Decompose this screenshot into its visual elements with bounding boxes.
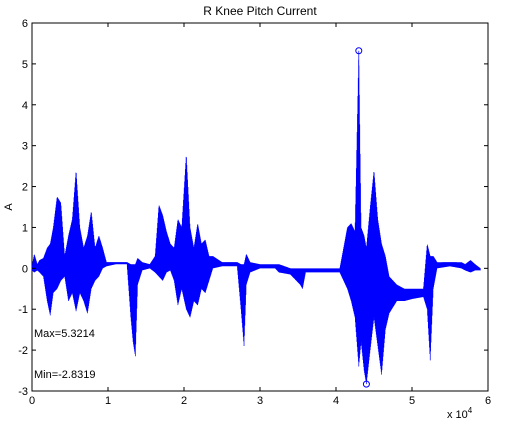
x-axis-ticks: 0 1 2 3 4 5 6	[29, 23, 491, 407]
y-tick-label: -1	[18, 304, 28, 316]
x-tick-label: 0	[29, 395, 35, 407]
y-tick-label: 0	[22, 263, 28, 275]
y-tick-label: 1	[22, 222, 28, 234]
chart-title: R Knee Pitch Current	[203, 4, 317, 18]
y-tick-label: 4	[22, 100, 28, 112]
x-tick-label: 4	[333, 395, 339, 407]
min-marker	[362, 380, 370, 388]
marker-layer	[355, 47, 370, 388]
max-annotation: Max=5.3214	[34, 328, 95, 340]
y-tick-label: -2	[18, 345, 28, 357]
y-tick-label: -3	[18, 386, 28, 398]
series-layer	[31, 50, 481, 385]
y-tick-label: 6	[22, 18, 28, 30]
series-line	[31, 50, 481, 385]
x-tick-label: 1	[105, 395, 111, 407]
x-tick-label: 2	[181, 395, 187, 407]
y-axis-label: A	[3, 203, 15, 211]
min-annotation: Min=-2.8319	[34, 369, 95, 381]
y-tick-label: 5	[22, 59, 28, 71]
y-tick-label: 3	[22, 141, 28, 153]
x-tick-label: 3	[257, 395, 263, 407]
x-axis-exponent: x 104	[447, 406, 473, 421]
x-tick-label: 5	[409, 395, 415, 407]
y-tick-label: 2	[22, 182, 28, 194]
y-axis-ticks: -3 -2 -1 0 1 2 3 4 5 6	[18, 18, 488, 398]
x-axis-exponent-base: x 10	[447, 409, 468, 421]
plot-area	[31, 22, 489, 392]
max-marker	[355, 47, 363, 55]
x-axis-exponent-power: 4	[468, 406, 473, 415]
x-tick-label: 6	[485, 395, 491, 407]
